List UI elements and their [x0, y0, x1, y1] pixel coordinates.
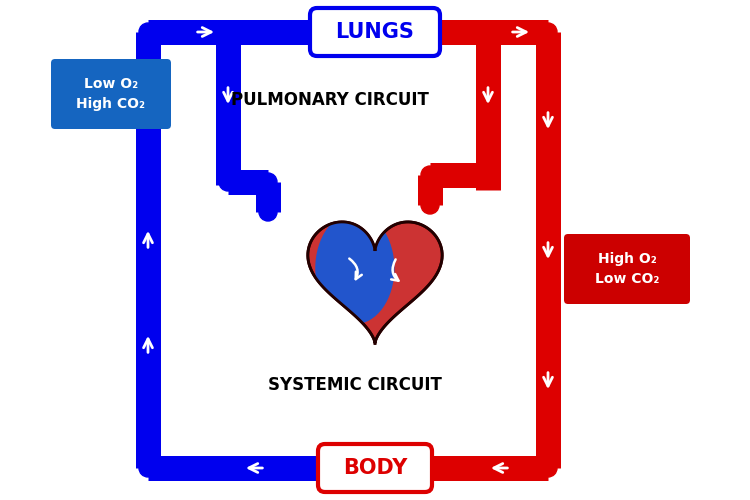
FancyBboxPatch shape: [318, 444, 432, 492]
Circle shape: [539, 459, 557, 477]
Circle shape: [539, 23, 557, 41]
Circle shape: [139, 459, 157, 477]
Text: SYSTEMIC CIRCUIT: SYSTEMIC CIRCUIT: [268, 376, 442, 394]
Circle shape: [139, 23, 157, 41]
Circle shape: [259, 203, 277, 221]
Ellipse shape: [315, 212, 394, 324]
Circle shape: [421, 196, 439, 214]
Circle shape: [259, 173, 277, 191]
Text: BODY: BODY: [343, 458, 407, 478]
FancyBboxPatch shape: [564, 234, 690, 304]
FancyBboxPatch shape: [51, 59, 171, 129]
Text: High O₂
Low CO₂: High O₂ Low CO₂: [595, 252, 659, 286]
Circle shape: [421, 166, 439, 184]
Text: Low O₂
High CO₂: Low O₂ High CO₂: [76, 77, 146, 111]
Text: LUNGS: LUNGS: [335, 22, 415, 42]
Text: PULMONARY CIRCUIT: PULMONARY CIRCUIT: [231, 91, 429, 109]
Circle shape: [219, 173, 237, 191]
FancyBboxPatch shape: [310, 8, 440, 56]
Circle shape: [479, 166, 497, 184]
Circle shape: [219, 23, 237, 41]
Circle shape: [479, 23, 497, 41]
Polygon shape: [308, 222, 442, 344]
